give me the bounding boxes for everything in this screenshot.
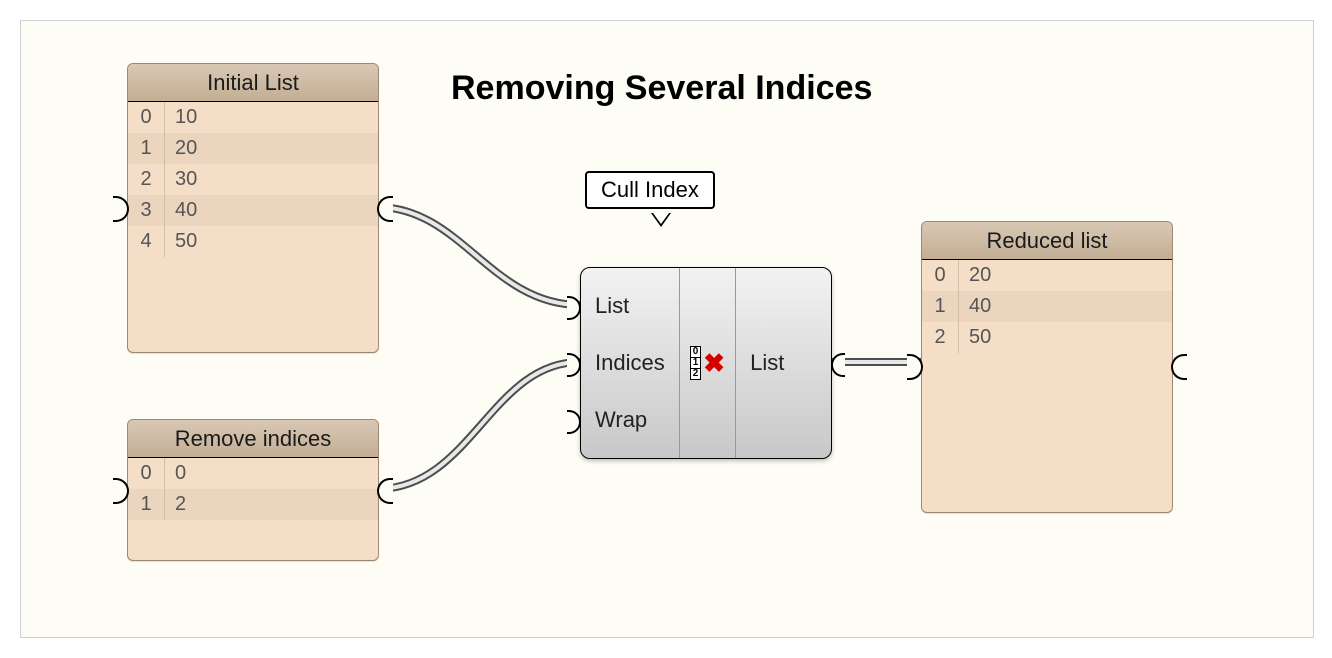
table-row: 140 — [922, 291, 1172, 322]
callout-tail — [653, 213, 669, 224]
row-index: 1 — [922, 291, 959, 322]
row-value: 20 — [959, 260, 1173, 291]
row-value: 2 — [165, 489, 379, 520]
row-index: 0 — [128, 458, 165, 489]
table-row: 230 — [128, 164, 378, 195]
panel-body: 0012 — [128, 458, 378, 520]
table-row: 010 — [128, 102, 378, 133]
row-index: 2 — [922, 322, 959, 353]
panel-output-port[interactable] — [377, 478, 393, 504]
row-value: 10 — [165, 102, 379, 133]
row-index: 1 — [128, 133, 165, 164]
row-value: 20 — [165, 133, 379, 164]
component-input-port[interactable] — [567, 410, 581, 434]
panel-body: 020140250 — [922, 260, 1172, 353]
component-output-label: List — [750, 350, 784, 376]
table-row: 00 — [128, 458, 378, 489]
panel-reduced-list[interactable]: Reduced list 020140250 — [921, 221, 1173, 513]
row-index: 4 — [128, 226, 165, 257]
table-row: 340 — [128, 195, 378, 226]
row-index: 1 — [128, 489, 165, 520]
component-cull-index[interactable]: List Indices Wrap 012 ✖ List — [580, 267, 832, 459]
row-value: 0 — [165, 458, 379, 489]
component-input-label: List — [595, 293, 665, 319]
row-value: 50 — [165, 226, 379, 257]
panel-output-port[interactable] — [1171, 354, 1187, 380]
component-name-callout: Cull Index — [585, 171, 715, 209]
table-row: 250 — [922, 322, 1172, 353]
component-inputs: List Indices Wrap — [581, 268, 680, 458]
canvas: Removing Several Indices Initial List 01… — [20, 20, 1314, 638]
panel-header: Reduced list — [922, 222, 1172, 260]
panel-body: 010120230340450 — [128, 102, 378, 257]
wire[interactable] — [377, 207, 580, 305]
diagram-title: Removing Several Indices — [451, 69, 872, 108]
row-value: 40 — [959, 291, 1173, 322]
component-input-port[interactable] — [567, 353, 581, 377]
table-row: 450 — [128, 226, 378, 257]
panel-header: Remove indices — [128, 420, 378, 458]
panel-header: Initial List — [128, 64, 378, 102]
row-value: 50 — [959, 322, 1173, 353]
row-value: 40 — [165, 195, 379, 226]
cull-index-icon: 012 ✖ — [690, 346, 725, 380]
component-input-label: Wrap — [595, 407, 665, 433]
x-icon: ✖ — [703, 350, 725, 376]
row-value: 30 — [165, 164, 379, 195]
row-index: 0 — [128, 102, 165, 133]
panel-initial-list[interactable]: Initial List 010120230340450 — [127, 63, 379, 353]
component-output-port[interactable] — [831, 353, 845, 377]
wire-inner — [377, 362, 580, 489]
panel-remove-indices[interactable]: Remove indices 0012 — [127, 419, 379, 561]
table-row: 020 — [922, 260, 1172, 291]
component-icon-area: 012 ✖ — [680, 268, 735, 458]
table-row: 12 — [128, 489, 378, 520]
table-row: 120 — [128, 133, 378, 164]
panel-output-port[interactable] — [377, 196, 393, 222]
row-index: 0 — [922, 260, 959, 291]
wire-inner — [377, 207, 580, 305]
row-index: 2 — [128, 164, 165, 195]
component-input-port[interactable] — [567, 296, 581, 320]
component-outputs: List — [735, 268, 798, 458]
component-input-label: Indices — [595, 350, 665, 376]
wire[interactable] — [377, 362, 580, 489]
row-index: 3 — [128, 195, 165, 226]
